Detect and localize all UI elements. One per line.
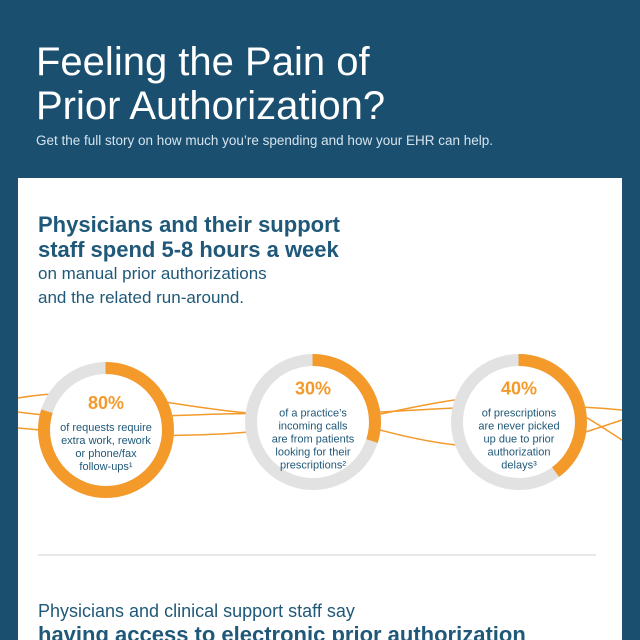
stat-text: prescriptions² (280, 460, 346, 472)
donut-arc (451, 354, 587, 490)
stat-text: are never picked (478, 421, 559, 433)
footer-bold: having access to electronic prior author… (38, 622, 526, 640)
stat-percent: 80% (88, 393, 124, 413)
stat-text: authorization (488, 447, 551, 459)
donut-arc (38, 362, 174, 498)
stat-text: of requests require (60, 422, 152, 434)
stat-text: follow-ups¹ (79, 461, 133, 473)
title: Prior Authorization? (36, 84, 385, 128)
stat-text: extra work, rework (61, 435, 151, 447)
stat-text: of prescriptions (482, 408, 557, 420)
stat-text: are from patients (272, 434, 355, 446)
stat-text: of a practice’s (279, 408, 347, 420)
stat-text: or phone/fax (75, 448, 137, 460)
section-heading: Physicians and their support (38, 212, 341, 237)
title: Feeling the Pain of (36, 40, 370, 84)
section-body: on manual prior authorizations (38, 264, 267, 283)
subtitle: Get the full story on how much you’re sp… (36, 133, 493, 148)
stat-text: up due to prior (484, 434, 555, 446)
stat-percent: 40% (501, 379, 537, 399)
section-body: and the related run-around. (38, 288, 244, 307)
stat-text: looking for their (275, 447, 351, 459)
stat-text: incoming calls (278, 421, 348, 433)
stat-percent: 30% (295, 379, 331, 399)
footer-line: Physicians and clinical support staff sa… (38, 601, 355, 621)
donut-arc (245, 354, 381, 490)
stat-text: delays³ (501, 460, 537, 472)
section-heading: staff spend 5-8 hours a week (38, 237, 340, 262)
